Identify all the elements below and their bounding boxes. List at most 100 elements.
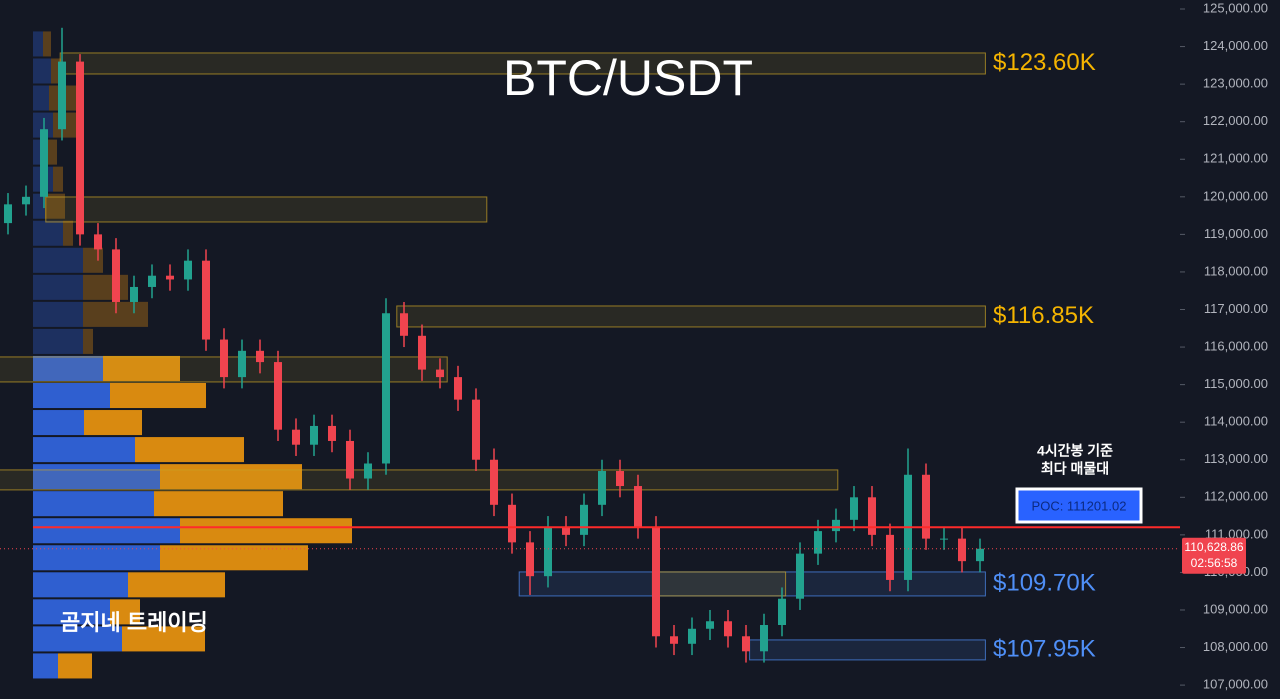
candle-body xyxy=(292,429,300,445)
y-tick-label: 122,000.00 xyxy=(1203,113,1268,128)
y-tick-label: 108,000.00 xyxy=(1203,639,1268,654)
profile-sell xyxy=(83,328,93,354)
watermark: 곰지네 트레이딩 xyxy=(60,610,208,635)
candle-body xyxy=(868,497,876,535)
profile-buy xyxy=(33,572,128,598)
y-tick-label: 109,000.00 xyxy=(1203,601,1268,616)
zone xyxy=(45,196,488,223)
candle-body xyxy=(40,129,48,197)
profile-sell xyxy=(128,572,225,598)
y-tick-label: 120,000.00 xyxy=(1203,188,1268,203)
zone-label: $107.95K xyxy=(993,635,1096,662)
candle-body xyxy=(472,399,480,460)
candle-body xyxy=(328,425,336,441)
zone xyxy=(749,639,986,661)
candle-body xyxy=(760,625,768,652)
y-tick-label: 121,000.00 xyxy=(1203,151,1268,166)
candle-body xyxy=(706,621,714,629)
candle-body xyxy=(130,286,138,302)
profile-sell xyxy=(160,545,308,571)
candle-body xyxy=(256,350,264,363)
candle-body xyxy=(454,377,462,400)
candle-body xyxy=(976,548,984,562)
profile-buy xyxy=(33,410,84,436)
countdown: 02:56:58 xyxy=(1191,556,1238,570)
profile-sell xyxy=(154,491,283,517)
price-axis: 107,000.00108,000.00109,000.00110,000.00… xyxy=(1180,0,1280,699)
y-tick-label: 114,000.00 xyxy=(1204,414,1268,429)
candles xyxy=(4,27,984,663)
y-tick-label: 116,000.00 xyxy=(1204,338,1268,353)
profile-buy xyxy=(33,328,83,354)
candle-body xyxy=(148,275,156,287)
y-tick-label: 118,000.00 xyxy=(1204,263,1268,278)
zone xyxy=(651,571,787,597)
profile-sell xyxy=(160,464,302,490)
profile-buy xyxy=(33,355,103,381)
zone-label: $123.60K xyxy=(993,49,1096,76)
zone-label: $109.70K xyxy=(993,569,1096,596)
candle-body xyxy=(850,497,858,520)
profile-buy xyxy=(33,545,160,571)
axis-background xyxy=(1180,0,1280,699)
profile-sell xyxy=(180,518,352,544)
zone xyxy=(396,305,986,328)
profile-buy xyxy=(33,220,63,246)
y-tick-label: 119,000.00 xyxy=(1204,226,1268,241)
profile-buy xyxy=(33,301,83,327)
candle-body xyxy=(742,636,750,652)
zone xyxy=(0,469,839,491)
candle-body xyxy=(364,463,372,479)
candle-body xyxy=(652,527,660,637)
y-tick-label: 111,000.00 xyxy=(1205,526,1268,541)
profile-buy xyxy=(33,85,49,111)
profile-buy xyxy=(33,653,58,679)
profile-buy xyxy=(33,382,110,409)
profile-sell xyxy=(103,355,180,381)
candle-body xyxy=(76,61,84,235)
y-tick-label: 125,000.00 xyxy=(1203,0,1268,15)
poc-note: 최다 매물대 xyxy=(1041,461,1109,477)
y-tick-label: 123,000.00 xyxy=(1203,76,1268,91)
candle-body xyxy=(580,504,588,535)
candle-body xyxy=(166,275,174,280)
profile-sell xyxy=(45,193,65,219)
candle-body xyxy=(526,542,534,577)
candle-body xyxy=(616,471,624,487)
candle-body xyxy=(4,204,12,224)
y-tick-label: 113,000.00 xyxy=(1204,451,1268,466)
candle-body xyxy=(832,519,840,532)
candle-body xyxy=(310,425,318,445)
profile-sell xyxy=(110,382,206,409)
profile-sell xyxy=(63,220,73,246)
y-tick-label: 124,000.00 xyxy=(1203,38,1268,53)
profile-buy xyxy=(33,58,51,84)
candle-body xyxy=(562,527,570,535)
candle-body xyxy=(490,459,498,505)
candle-body xyxy=(400,313,408,336)
candle-body xyxy=(940,538,948,540)
chart-title: BTC/USDT xyxy=(503,50,753,106)
candle-body xyxy=(922,474,930,539)
profile-sell xyxy=(83,274,128,300)
candle-body xyxy=(670,636,678,644)
candle-body xyxy=(202,260,210,340)
candle-body xyxy=(382,313,390,464)
profile-buy xyxy=(33,31,43,57)
candle-body xyxy=(508,504,516,543)
profile-sell xyxy=(135,437,244,463)
candle-body xyxy=(94,234,102,250)
y-tick-label: 107,000.00 xyxy=(1203,677,1268,692)
candle-body xyxy=(238,350,246,378)
profile-sell xyxy=(122,626,205,652)
profile-sell xyxy=(84,410,142,436)
profile-buy xyxy=(33,599,110,625)
profile-buy xyxy=(33,274,83,300)
profile-buy xyxy=(33,247,83,273)
candle-body xyxy=(634,486,642,528)
candle-body xyxy=(112,249,120,302)
profile-buy xyxy=(33,491,154,517)
profile-buy xyxy=(33,193,45,219)
